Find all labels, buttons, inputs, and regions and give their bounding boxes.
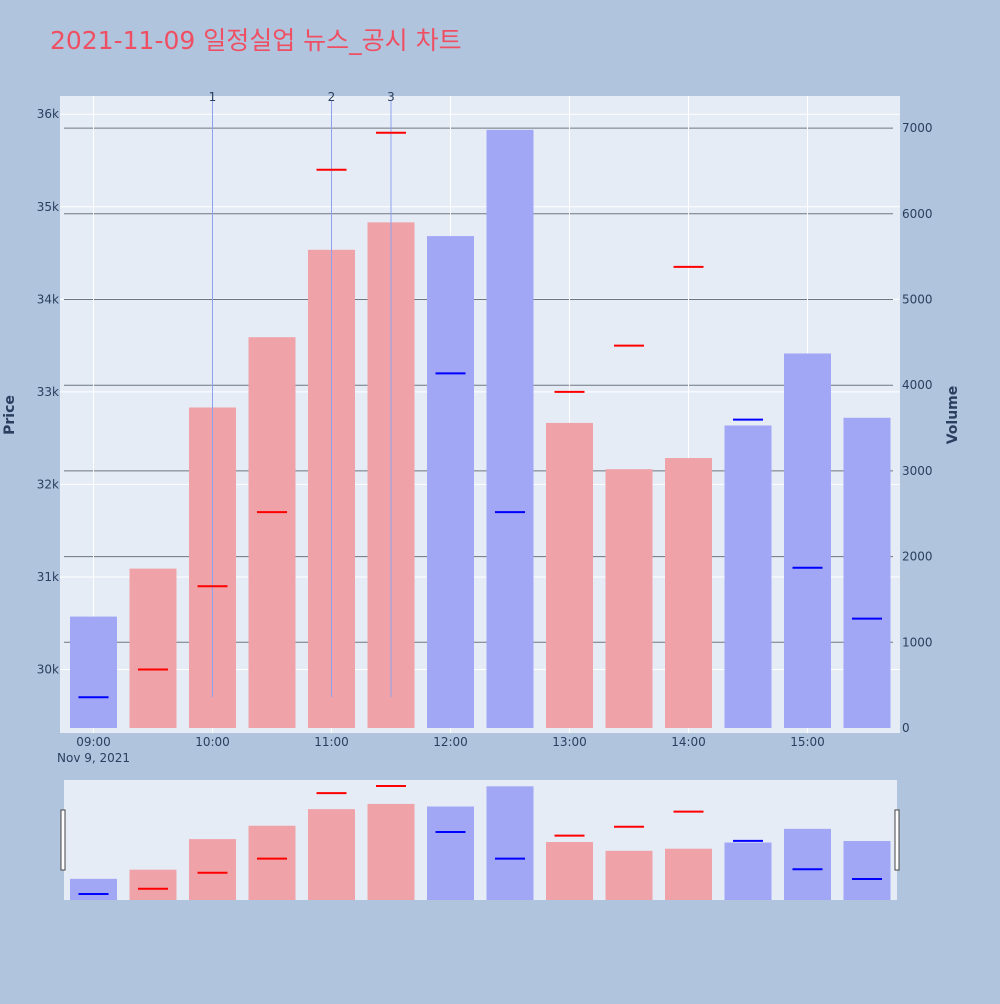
slider-volume-bar (784, 828, 831, 900)
y-tick-label: 30k (37, 663, 59, 677)
x-tick-label: 11:00 (314, 735, 349, 749)
range-slider[interactable] (64, 780, 897, 900)
volume-bar (248, 337, 296, 728)
y2-tick-label: 3000 (902, 464, 933, 478)
slider-volume-bar (70, 878, 117, 900)
slider-volume-bar (843, 841, 891, 900)
y2-tick-label: 2000 (902, 550, 933, 564)
slider-volume-bar (129, 869, 177, 900)
news-marker-label: 1 (209, 90, 217, 104)
x-tick-label: 09:00 (76, 735, 111, 749)
chart-title: 2021-11-09 일정실업 뉴스_공시 차트 (50, 26, 462, 55)
volume-bar (724, 425, 772, 728)
y-tick-label: 32k (37, 477, 59, 491)
news-marker-label: 3 (387, 90, 395, 104)
slider-volume-bar (189, 839, 236, 900)
news-markers: 1 2 3 (209, 90, 395, 697)
volume-bar (784, 353, 831, 728)
plot-area (60, 96, 900, 733)
y-tick-label: 31k (37, 570, 59, 584)
volume-bar (486, 129, 534, 729)
volume-bar (665, 458, 712, 728)
range-slider-left-handle[interactable] (60, 809, 66, 871)
volume-bar (605, 469, 653, 728)
x-tick-label: 15:00 (790, 735, 825, 749)
x-tick-label: 13:00 (552, 735, 587, 749)
y2-tick-label: 6000 (902, 207, 933, 221)
y2-tick-label: 5000 (902, 293, 933, 307)
y2-tick-label: 0 (902, 721, 910, 735)
y-axis-title: Price (2, 395, 18, 435)
y-tick-label: 34k (37, 292, 59, 306)
slider-volume-bar (724, 842, 772, 900)
slider-volume-bar (605, 850, 653, 900)
slider-volume-bar (248, 825, 296, 900)
range-slider-preview (70, 785, 891, 900)
range-slider-right-handle[interactable] (894, 809, 900, 871)
y-tick-label: 36k (37, 107, 59, 121)
y-tick-label: 33k (37, 385, 59, 399)
x-tick-label: 12:00 (433, 735, 468, 749)
y2-axis-title: Volume (945, 386, 961, 445)
y-tick-label: 35k (37, 200, 59, 214)
slider-volume-bar (308, 809, 355, 900)
x-tick-label: 10:00 (195, 735, 230, 749)
slider-volume-bar (367, 803, 415, 900)
slider-volume-bar (546, 842, 593, 900)
x-axis-date-label: Nov 9, 2021 (57, 751, 130, 765)
slider-volume-bar (486, 786, 534, 900)
volume-bar (546, 422, 593, 728)
y2-tick-label: 4000 (902, 378, 933, 392)
volume-bar (843, 417, 891, 728)
y2-tick-label: 1000 (902, 635, 933, 649)
slider-volume-bar (427, 806, 474, 900)
news-marker-label: 2 (328, 90, 336, 104)
slider-volume-bar (665, 848, 712, 900)
volume-bar (70, 616, 117, 728)
x-tick-label: 14:00 (671, 735, 706, 749)
volume-bar (427, 236, 474, 728)
volume-bar (129, 568, 177, 728)
axes: 30k 31k 32k 33k 34k 35k 36k 0 1000 2000 3000 4000 50… (37, 107, 933, 749)
y2-tick-label: 7000 (902, 121, 933, 135)
price-ticks (78, 131, 882, 699)
